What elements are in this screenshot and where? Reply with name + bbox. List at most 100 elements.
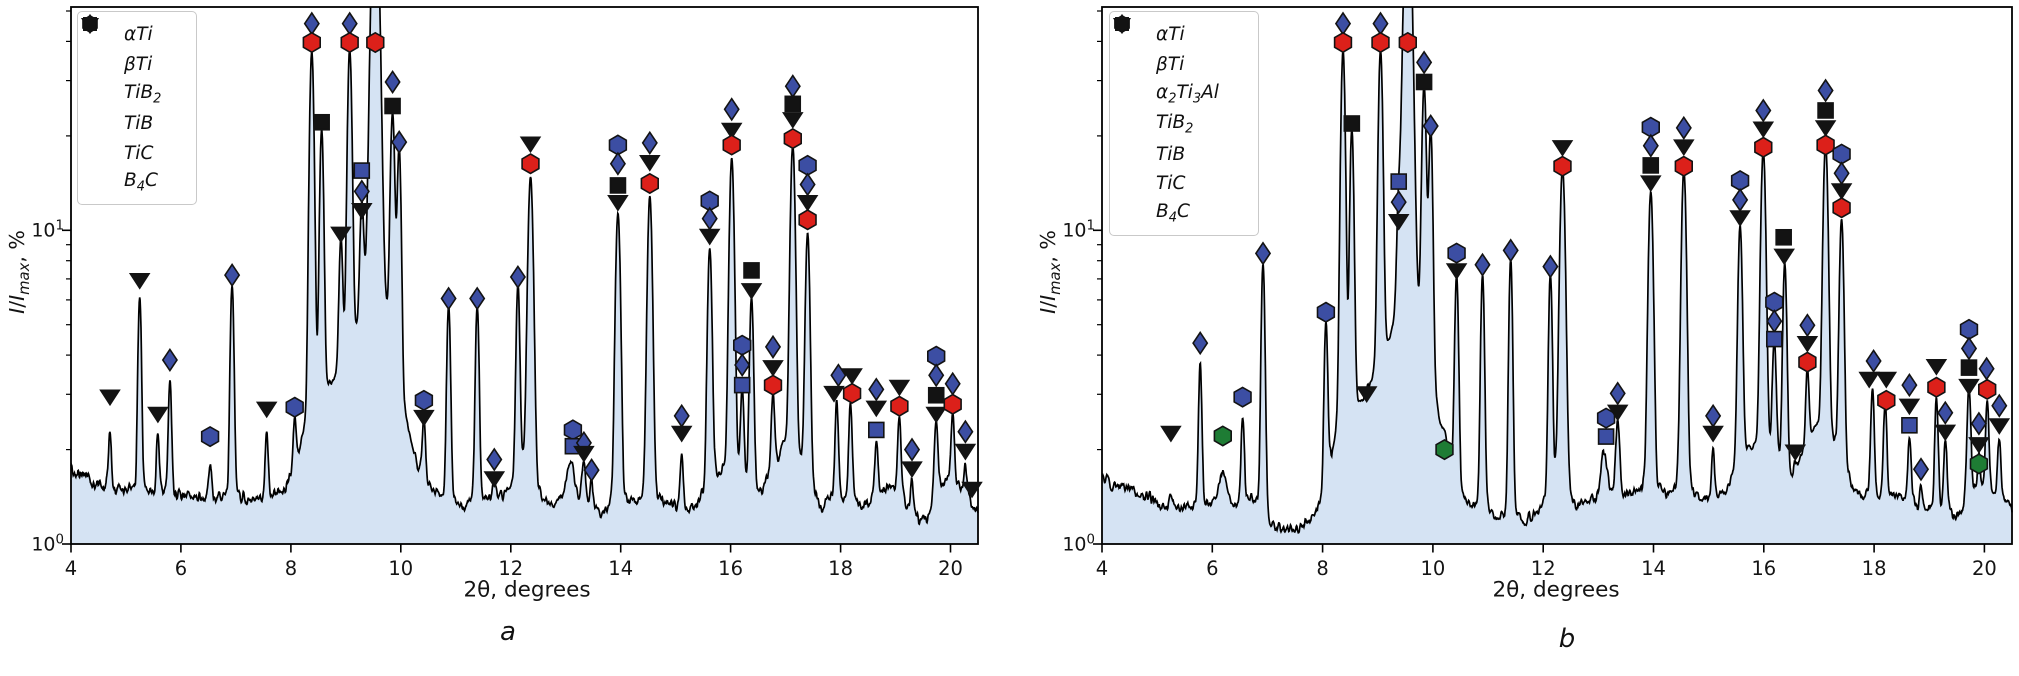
B4C-marker xyxy=(796,195,819,212)
TiB2-marker xyxy=(1832,143,1851,165)
B4C-marker xyxy=(1551,140,1574,157)
B4C-marker xyxy=(961,481,983,499)
B4C-marker xyxy=(841,368,863,385)
B4C-marker xyxy=(1968,437,1990,454)
legend-label: βTi xyxy=(1156,54,1185,76)
TiB-marker xyxy=(1422,113,1439,139)
TiB-marker xyxy=(641,130,658,155)
TiB-marker xyxy=(723,97,740,122)
TiC-marker xyxy=(927,386,945,404)
B4C-marker xyxy=(99,389,121,407)
B4C-marker xyxy=(519,136,542,154)
TiB-marker xyxy=(1799,313,1816,338)
B4C-marker xyxy=(782,112,804,129)
B4C-marker xyxy=(1112,18,1132,33)
TiB2-marker xyxy=(200,425,220,448)
betaTi-marker xyxy=(733,376,751,394)
x-tick-label: 8 xyxy=(285,557,297,580)
y-tick-label-b-10: 101 xyxy=(1062,218,1095,242)
a2Ti3Al-marker xyxy=(1435,438,1454,461)
legend-label: TiB xyxy=(1156,143,1186,165)
B4C-marker xyxy=(865,400,888,418)
TiB2-marker xyxy=(414,389,434,412)
TiC-marker xyxy=(609,177,627,194)
B4C-marker xyxy=(1160,425,1182,443)
phase-markers-b xyxy=(1160,11,2011,482)
TiB-marker xyxy=(1817,78,1834,103)
y-ticks-a xyxy=(62,10,71,545)
B4C-marker xyxy=(1784,444,1807,462)
legend-label: TiC xyxy=(124,142,154,164)
B4C-marker xyxy=(954,443,977,461)
alphaTi-marker xyxy=(1798,351,1817,373)
panel-label-b: b xyxy=(1558,624,1576,654)
x-tick-label: 8 xyxy=(1316,557,1328,580)
TiC-marker xyxy=(1960,359,1978,376)
legend-item-TiB: TiB xyxy=(83,13,190,139)
x-tick-label: 12 xyxy=(1531,557,1556,580)
legend-label: B4C xyxy=(124,170,158,196)
alphaTi-marker xyxy=(1553,155,1572,177)
alphaTi-marker xyxy=(1927,376,1946,398)
B4C-marker xyxy=(1445,263,1468,280)
alphaTi-marker xyxy=(1398,31,1417,54)
x-tick-label: 18 xyxy=(828,557,853,580)
TiB-marker xyxy=(1732,187,1749,212)
alphaTi-marker xyxy=(302,31,322,54)
alphaTi-marker xyxy=(1816,134,1835,156)
TiB-marker xyxy=(1755,98,1772,123)
TiB-marker xyxy=(509,264,526,290)
TiC-marker xyxy=(1775,228,1792,246)
B4C-marker xyxy=(720,122,743,140)
TiB-marker xyxy=(1474,252,1491,277)
B4C-marker xyxy=(1673,139,1695,157)
TiB-marker xyxy=(224,263,241,288)
legend-item-TiB2: TiB2 xyxy=(1114,15,1252,139)
TiB-marker xyxy=(1542,254,1559,279)
y-tick-label-a-10: 101 xyxy=(31,218,64,242)
B4C-marker xyxy=(483,471,506,488)
B4C-marker xyxy=(740,283,763,300)
legend-item-TiB: TiB xyxy=(1115,13,1252,169)
legend-label: TiB2 xyxy=(124,81,162,107)
alphaTi-marker xyxy=(798,209,817,231)
B4C-marker xyxy=(1773,248,1795,266)
TiB-marker xyxy=(868,377,885,402)
TiB2-marker xyxy=(926,345,946,367)
legend-label: αTi xyxy=(124,24,153,46)
B4C-marker xyxy=(1858,371,1880,389)
alphaTi-marker xyxy=(783,127,803,150)
x-tick-label: 10 xyxy=(388,557,413,580)
TiB-marker xyxy=(469,286,486,311)
B4C-marker xyxy=(330,226,352,244)
TiB-marker xyxy=(1675,115,1692,140)
TiB-marker xyxy=(583,458,600,483)
x-tick-label: 10 xyxy=(1420,557,1445,580)
legend-item-TiC: TiC xyxy=(1115,17,1252,199)
B4C-marker xyxy=(413,409,435,427)
legend-label: βTi xyxy=(124,53,153,75)
legend-label: TiB2 xyxy=(1156,111,1194,137)
betaTi-marker xyxy=(353,162,371,179)
panel-label-a: a xyxy=(500,617,516,647)
y-axis-label-a: I/Imax, % xyxy=(4,230,34,314)
x-tick-label: 16 xyxy=(718,557,743,580)
TiB2-marker xyxy=(1765,291,1784,313)
B4C-marker xyxy=(147,406,169,424)
TiB-marker xyxy=(957,419,974,444)
alphaTi-marker xyxy=(722,134,741,156)
TiB-marker xyxy=(1642,133,1659,158)
B4C-marker xyxy=(1355,386,1378,403)
B4C-marker xyxy=(670,425,693,443)
TiC-marker xyxy=(1415,73,1433,91)
TiB-marker xyxy=(1970,411,1987,436)
alphaTi-marker xyxy=(943,393,962,415)
TiB-marker xyxy=(701,206,718,231)
alphaTi-marker xyxy=(1832,197,1851,219)
TiB-marker xyxy=(384,69,401,95)
x-tick-label: 18 xyxy=(1862,557,1887,580)
TiB-marker xyxy=(1192,331,1209,356)
TiB-marker xyxy=(1705,403,1722,428)
alphaTi-marker xyxy=(1333,31,1353,54)
a2Ti3Al-marker xyxy=(1969,453,1989,475)
